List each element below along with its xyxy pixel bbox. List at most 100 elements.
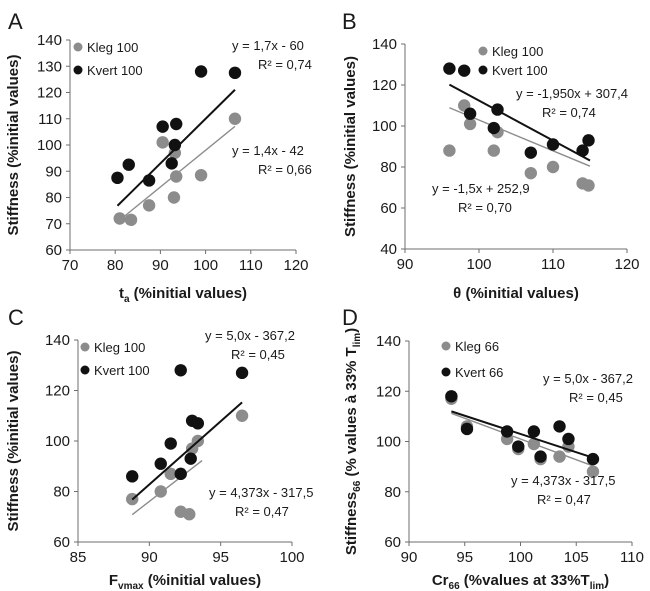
y-tick-label: 60 [53, 534, 70, 551]
data-point [463, 107, 477, 120]
legend-label: Kvert 100 [94, 363, 150, 378]
trendline [131, 401, 243, 501]
data-point [500, 425, 514, 438]
panel-letter: D [342, 305, 358, 330]
y-tick-label: 60 [380, 200, 397, 217]
data-point [122, 158, 135, 171]
data-point [534, 450, 547, 463]
data-point [582, 179, 595, 192]
x-tick-label: 95 [456, 549, 473, 566]
data-point [443, 144, 456, 157]
x-axis-label: Cr66 (%values at 33%Tlim) [432, 572, 609, 591]
x-tick-label: 100 [508, 549, 533, 566]
y-tick-label: 80 [384, 484, 401, 501]
y-tick-label: 140 [37, 32, 62, 49]
y-tick-label: 100 [37, 137, 62, 154]
data-point [184, 452, 197, 465]
x-tick-label: 110 [239, 257, 263, 274]
y-tick-label: 60 [384, 534, 401, 551]
data-point [164, 437, 177, 450]
data-point [546, 138, 560, 151]
data-point [512, 440, 525, 453]
y-tick-label: 100 [372, 118, 397, 135]
y-tick-label: 120 [37, 85, 62, 102]
y-tick-label: 110 [38, 111, 62, 128]
r-squared-label: R² = 0,45 [231, 347, 285, 362]
regression-equation: y = 1,7x - 60 [232, 38, 304, 53]
data-point [491, 103, 504, 116]
regression-equation: y = -1,950x + 307,4 [516, 86, 628, 101]
y-tick-label: 60 [45, 242, 62, 259]
y-tick-label: 70 [45, 216, 62, 233]
x-tick-label: 110 [541, 256, 565, 273]
y-tick-label: 80 [380, 159, 397, 176]
r-squared-label: R² = 0,70 [458, 200, 512, 215]
data-point [170, 170, 183, 183]
x-tick-label: 90 [397, 256, 414, 273]
data-point [487, 144, 500, 157]
legend-marker [73, 65, 83, 75]
data-point [576, 144, 589, 157]
y-tick-label: 80 [53, 484, 70, 501]
y-tick-label: 120 [376, 383, 401, 400]
r-squared-label: R² = 0,45 [569, 390, 623, 405]
data-point [553, 420, 566, 433]
x-tick-label: 110 [620, 549, 644, 566]
x-axis-label: θ (%initial values) [453, 285, 579, 302]
data-point [586, 452, 600, 466]
legend-marker [73, 42, 83, 52]
data-point [582, 134, 595, 147]
y-tick-label: 120 [372, 77, 397, 94]
y-tick-label: 140 [372, 36, 397, 53]
x-axis-label: ta (%initial values) [119, 285, 247, 305]
y-tick-label: 40 [380, 241, 397, 258]
x-tick-label: 90 [401, 549, 418, 566]
x-tick-label: 100 [193, 257, 218, 274]
data-point [553, 450, 566, 463]
legend-label: Kleg 100 [87, 40, 138, 55]
data-point [156, 136, 169, 149]
data-point [191, 417, 205, 430]
data-point [586, 465, 600, 478]
data-point [443, 62, 456, 75]
panel-letter: C [8, 305, 24, 330]
x-tick-label: 100 [279, 549, 304, 566]
y-tick-label: 130 [37, 58, 62, 75]
data-point [460, 422, 474, 436]
y-axis-label: Stiffness (%initial values) [5, 351, 22, 532]
data-point [463, 117, 477, 131]
x-tick-label: 90 [141, 549, 158, 566]
panel-letter: B [342, 9, 357, 34]
regression-equation: y = 4,373x - 317,5 [209, 485, 313, 500]
data-point [546, 160, 560, 174]
x-tick-label: 95 [212, 549, 229, 566]
legend-label: Kleg 66 [455, 339, 499, 354]
y-axis-label: Stiffness66 (% values à 33% Tlim) [343, 328, 363, 555]
y-tick-label: 80 [45, 190, 62, 207]
trendline [448, 83, 591, 162]
x-tick-label: 120 [614, 256, 639, 273]
legend-marker [441, 341, 451, 351]
data-point [154, 457, 167, 470]
r-squared-label: R² = 0,74 [542, 105, 596, 120]
data-point [228, 112, 242, 125]
data-point [113, 212, 126, 225]
legend-marker [80, 342, 90, 352]
data-point [170, 117, 183, 131]
x-tick-label: 70 [62, 257, 79, 274]
legend-marker [478, 65, 488, 75]
data-point [168, 138, 182, 152]
panel-d: D 60 80 100 120 140 90 95 100 105 110 Cr66 (%values… [342, 305, 644, 591]
legend-marker [478, 46, 488, 56]
panel-c: C 60 80 100 120 140 85 90 95 100 Fvmax (%initial v… [5, 305, 313, 591]
data-point [527, 437, 541, 451]
r-squared-label: R² = 0,66 [258, 162, 312, 177]
data-point [228, 66, 242, 80]
trendline [131, 460, 203, 516]
x-tick-label: 105 [564, 549, 589, 566]
y-tick-label: 140 [376, 333, 401, 350]
regression-equation: y = -1,5x + 252,9 [432, 181, 530, 196]
data-point [142, 174, 156, 187]
